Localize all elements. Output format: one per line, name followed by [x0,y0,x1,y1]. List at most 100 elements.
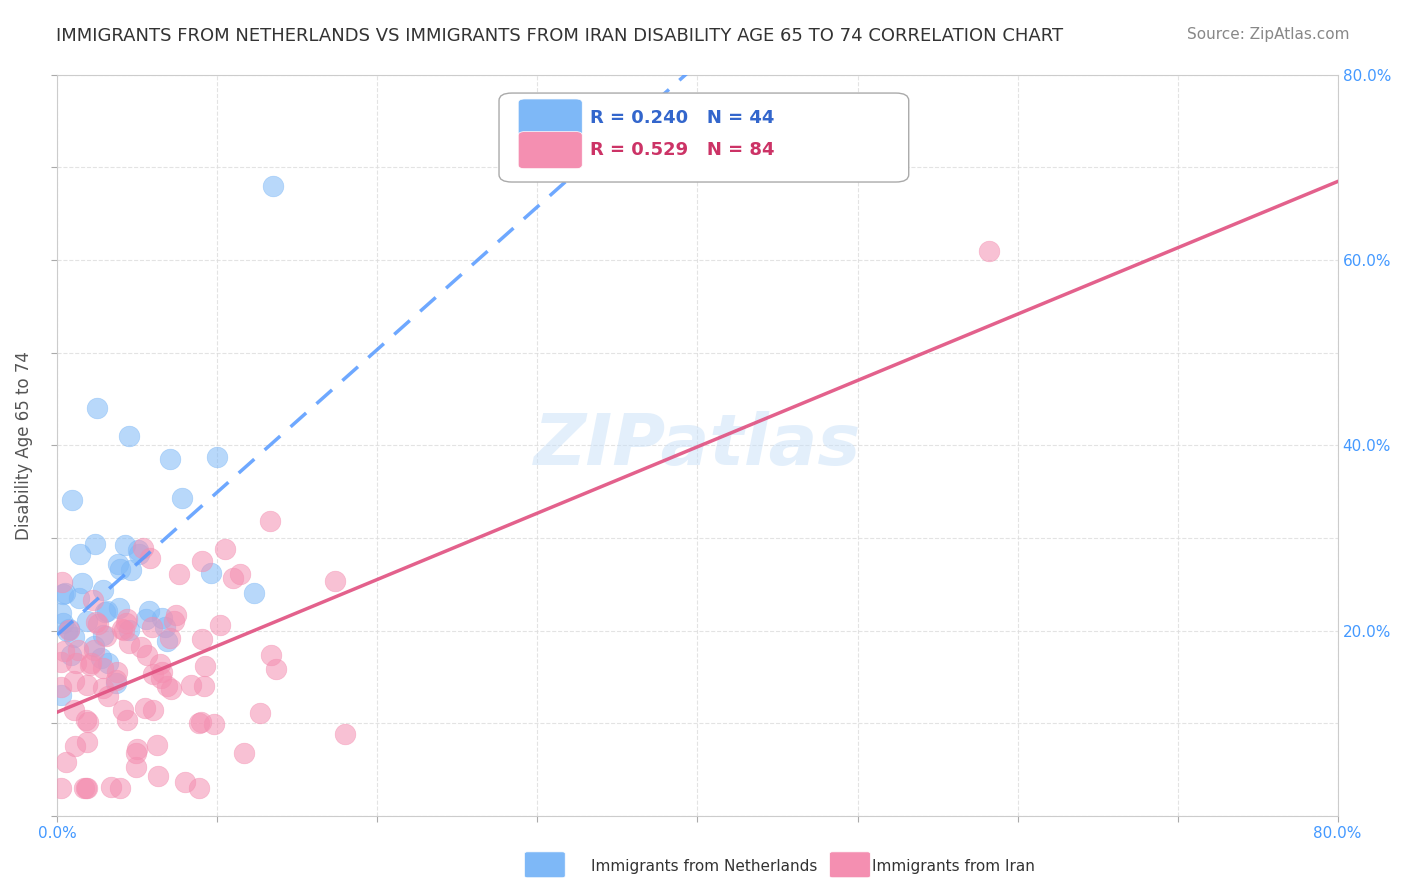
Point [150,665,173,679]
Point [67,591,90,605]
Point [105,675,128,690]
Point [60,492,83,507]
Point [242,586,264,600]
Point [60,648,83,662]
Point [139,551,162,566]
Point [112,703,135,717]
Point [76,678,98,692]
Point [188,781,211,796]
Point [110,562,132,576]
Text: IMMIGRANTS FROM NETHERLANDS VS IMMIGRANTS FROM IRAN DISABILITY AGE 65 TO 74 CORR: IMMIGRANTS FROM NETHERLANDS VS IMMIGRANT… [56,27,1063,45]
Text: Source: ZipAtlas.com: Source: ZipAtlas.com [1187,27,1350,42]
Point [194,659,217,673]
Point [128,547,150,561]
Point [63,739,86,753]
Point [79,658,101,673]
Point [93,628,115,642]
Point [96,604,118,618]
Point [117,612,139,626]
Point [148,769,170,783]
Point [167,566,190,581]
Point [90,651,112,665]
Point [93,605,115,619]
Point [170,491,193,505]
Point [84,615,107,629]
Point [262,178,284,193]
Point [83,537,105,551]
Point [190,632,212,646]
Point [127,542,149,557]
FancyBboxPatch shape [519,132,582,169]
Point [80,657,103,671]
Point [118,429,141,443]
Point [165,607,187,622]
Point [72,781,94,796]
Point [159,452,181,467]
Point [124,760,146,774]
Point [208,618,231,632]
Point [200,566,222,580]
Point [138,604,160,618]
Point [82,593,104,607]
Point [69,547,91,561]
Point [76,714,98,729]
Point [86,401,108,416]
Point [333,727,356,741]
Point [87,616,110,631]
Point [135,612,157,626]
Point [91,681,114,696]
Point [155,679,177,693]
Point [105,673,128,687]
Point [108,601,131,615]
Point [91,661,114,675]
Point [146,738,169,752]
Point [173,774,195,789]
Point [70,576,93,591]
Point [111,622,134,636]
Point [118,623,141,637]
Point [97,656,120,670]
Point [193,679,215,693]
Point [55,755,77,769]
Point [118,636,141,650]
Point [53,586,76,600]
Point [58,623,80,637]
Point [190,714,212,729]
Point [66,642,89,657]
Point [100,780,122,794]
Point [83,642,105,657]
Point [149,657,172,671]
Point [53,644,76,658]
Point [75,713,97,727]
Point [76,781,98,796]
Point [56,624,79,638]
Point [187,716,209,731]
Point [94,629,117,643]
Point [134,701,156,715]
Point [249,706,271,721]
Point [153,620,176,634]
Point [62,703,84,717]
Point [52,587,75,601]
Text: R = 0.240   N = 44: R = 0.240 N = 44 [591,109,775,127]
Text: Immigrants from Iran: Immigrants from Iran [872,859,1035,874]
Point [160,681,183,696]
Point [91,582,114,597]
Point [259,648,281,662]
Point [76,735,98,749]
Point [132,541,155,555]
Point [233,746,256,760]
Point [142,667,165,681]
Point [115,713,138,727]
Point [259,514,281,528]
Point [120,563,142,577]
Point [49,655,72,669]
Point [323,574,346,588]
Point [142,703,165,717]
Point [214,542,236,557]
Point [228,567,250,582]
Point [124,746,146,760]
Point [207,450,229,464]
Point [115,615,138,630]
Text: Immigrants from Netherlands: Immigrants from Netherlands [591,859,817,874]
